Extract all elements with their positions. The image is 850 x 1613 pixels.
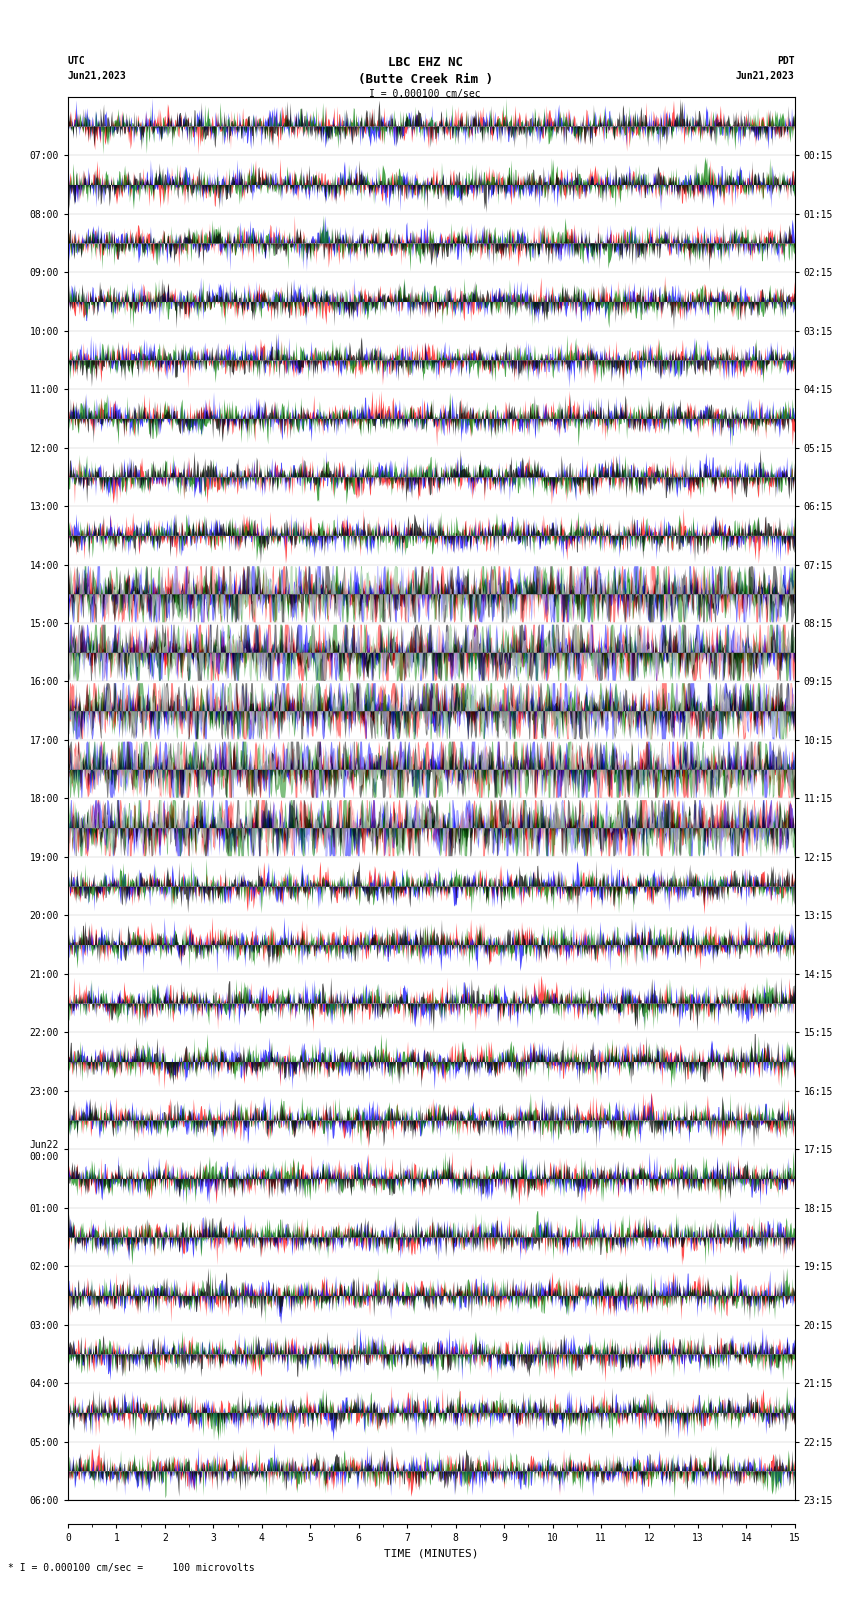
- X-axis label: TIME (MINUTES): TIME (MINUTES): [384, 1548, 479, 1558]
- Text: * I = 0.000100 cm/sec =     100 microvolts: * I = 0.000100 cm/sec = 100 microvolts: [8, 1563, 255, 1573]
- Text: I = 0.000100 cm/sec: I = 0.000100 cm/sec: [369, 89, 481, 98]
- Text: LBC EHZ NC: LBC EHZ NC: [388, 56, 462, 69]
- Text: Jun21,2023: Jun21,2023: [68, 71, 127, 81]
- Text: (Butte Creek Rim ): (Butte Creek Rim ): [358, 73, 492, 85]
- Text: PDT: PDT: [777, 56, 795, 66]
- Text: UTC: UTC: [68, 56, 86, 66]
- Text: Jun21,2023: Jun21,2023: [736, 71, 795, 81]
